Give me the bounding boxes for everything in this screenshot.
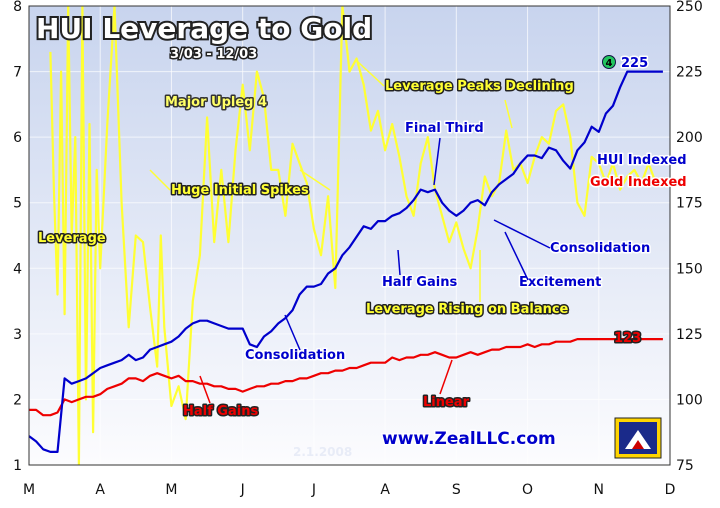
x-tick-label: O [522,482,533,498]
hui-end-marker [602,55,616,69]
leverage-arrows [149,61,513,302]
arrow-final-third [433,137,441,186]
series-group [29,6,663,465]
y-left-tick-label: 6 [13,130,22,146]
y-left-tick-label: 3 [13,327,22,343]
arrow-half-gains [397,249,401,276]
legend-hui: HUI Indexed [597,153,687,168]
annotation-consolidation-1: Consolidation [245,348,345,363]
y-left-tick-label: 1 [13,458,22,474]
x-tick-label: S [452,482,461,498]
y-left-tick-label: 7 [13,65,22,81]
arrow-half-gains-gold [199,375,211,404]
arrow-excitement [504,231,529,281]
y-right-tick-label: 100 [676,392,703,408]
arrow-spikes-2 [299,169,331,191]
x-tick-label: M [23,482,35,498]
plot-background [29,6,670,465]
hui-end-marker-label: 4 [606,58,613,69]
y-left-tick-label: 8 [13,0,22,15]
series-hui-indexed [29,70,663,453]
hui-end-value: 225 [621,56,648,71]
watermark-date: 2.1.2008 [293,445,352,459]
arrow-peaks-2 [504,99,513,129]
x-tick-label: A [380,482,390,498]
y-left-tick-label: 5 [13,196,22,212]
series-leverage [49,6,657,465]
x-tick-label: D [665,482,676,498]
logo-mark [625,430,651,449]
annotation-leverage-rising: Leverage Rising on Balance [366,302,569,317]
annotation-excitement: Excitement [519,275,601,290]
series-gold-indexed [29,338,663,417]
y-left-tick-label: 2 [13,392,22,408]
logo-mark-inner [632,440,644,449]
annotation-major-upleg: Major Upleg 4 [165,95,267,110]
x-tick-label: J [240,482,245,498]
website-label: www.ZealLLC.com [382,429,556,449]
y-right-tick-label: 200 [676,130,703,146]
y-right-tick-label: 125 [676,327,703,343]
annotation-leverage-peaks-declining: Leverage Peaks Declining [385,79,574,94]
chart-title: HUI Leverage to Gold [36,12,372,45]
y-right-tick-label: 225 [676,65,703,81]
x-tick-label: M [165,482,177,498]
legend-gold: Gold Indexed [590,175,687,190]
x-tick-label: J [311,482,316,498]
annotation-consolidation-2: Consolidation [550,241,650,256]
arrow-linear [439,359,453,395]
chart-subtitle: 3/03 - 12/03 [170,47,257,62]
arrow-consolidation-2 [493,219,551,249]
annotation-linear: Linear [423,395,470,410]
hui-arrows [284,137,551,351]
plot-frame [28,5,671,466]
x-tick-label: A [95,482,105,498]
y-left-tick-label: 4 [13,261,22,277]
x-tick-label: N [594,482,604,498]
annotation-final-third: Final Third [405,121,484,136]
y-right-tick-label: 150 [676,261,703,277]
annotation-half-gains-hui: Half Gains [382,275,457,290]
arrow-peaks-1 [357,61,385,87]
gold-end-value: 123 [614,331,641,346]
annotation-half-gains-gold: Half Gains [183,404,258,419]
y-right-tick-label: 175 [676,196,703,212]
y-right-tick-label: 250 [676,0,703,15]
arrow-consolidation-1 [284,314,301,351]
arrow-spikes-1 [149,169,171,191]
y-right-tick-label: 75 [676,458,694,474]
zeal-logo [614,417,662,459]
gold-arrows [199,359,453,404]
annotation-huge-initial-spikes: Huge Initial Spikes [171,183,309,198]
leverage-axis-label: Leverage [38,231,106,246]
